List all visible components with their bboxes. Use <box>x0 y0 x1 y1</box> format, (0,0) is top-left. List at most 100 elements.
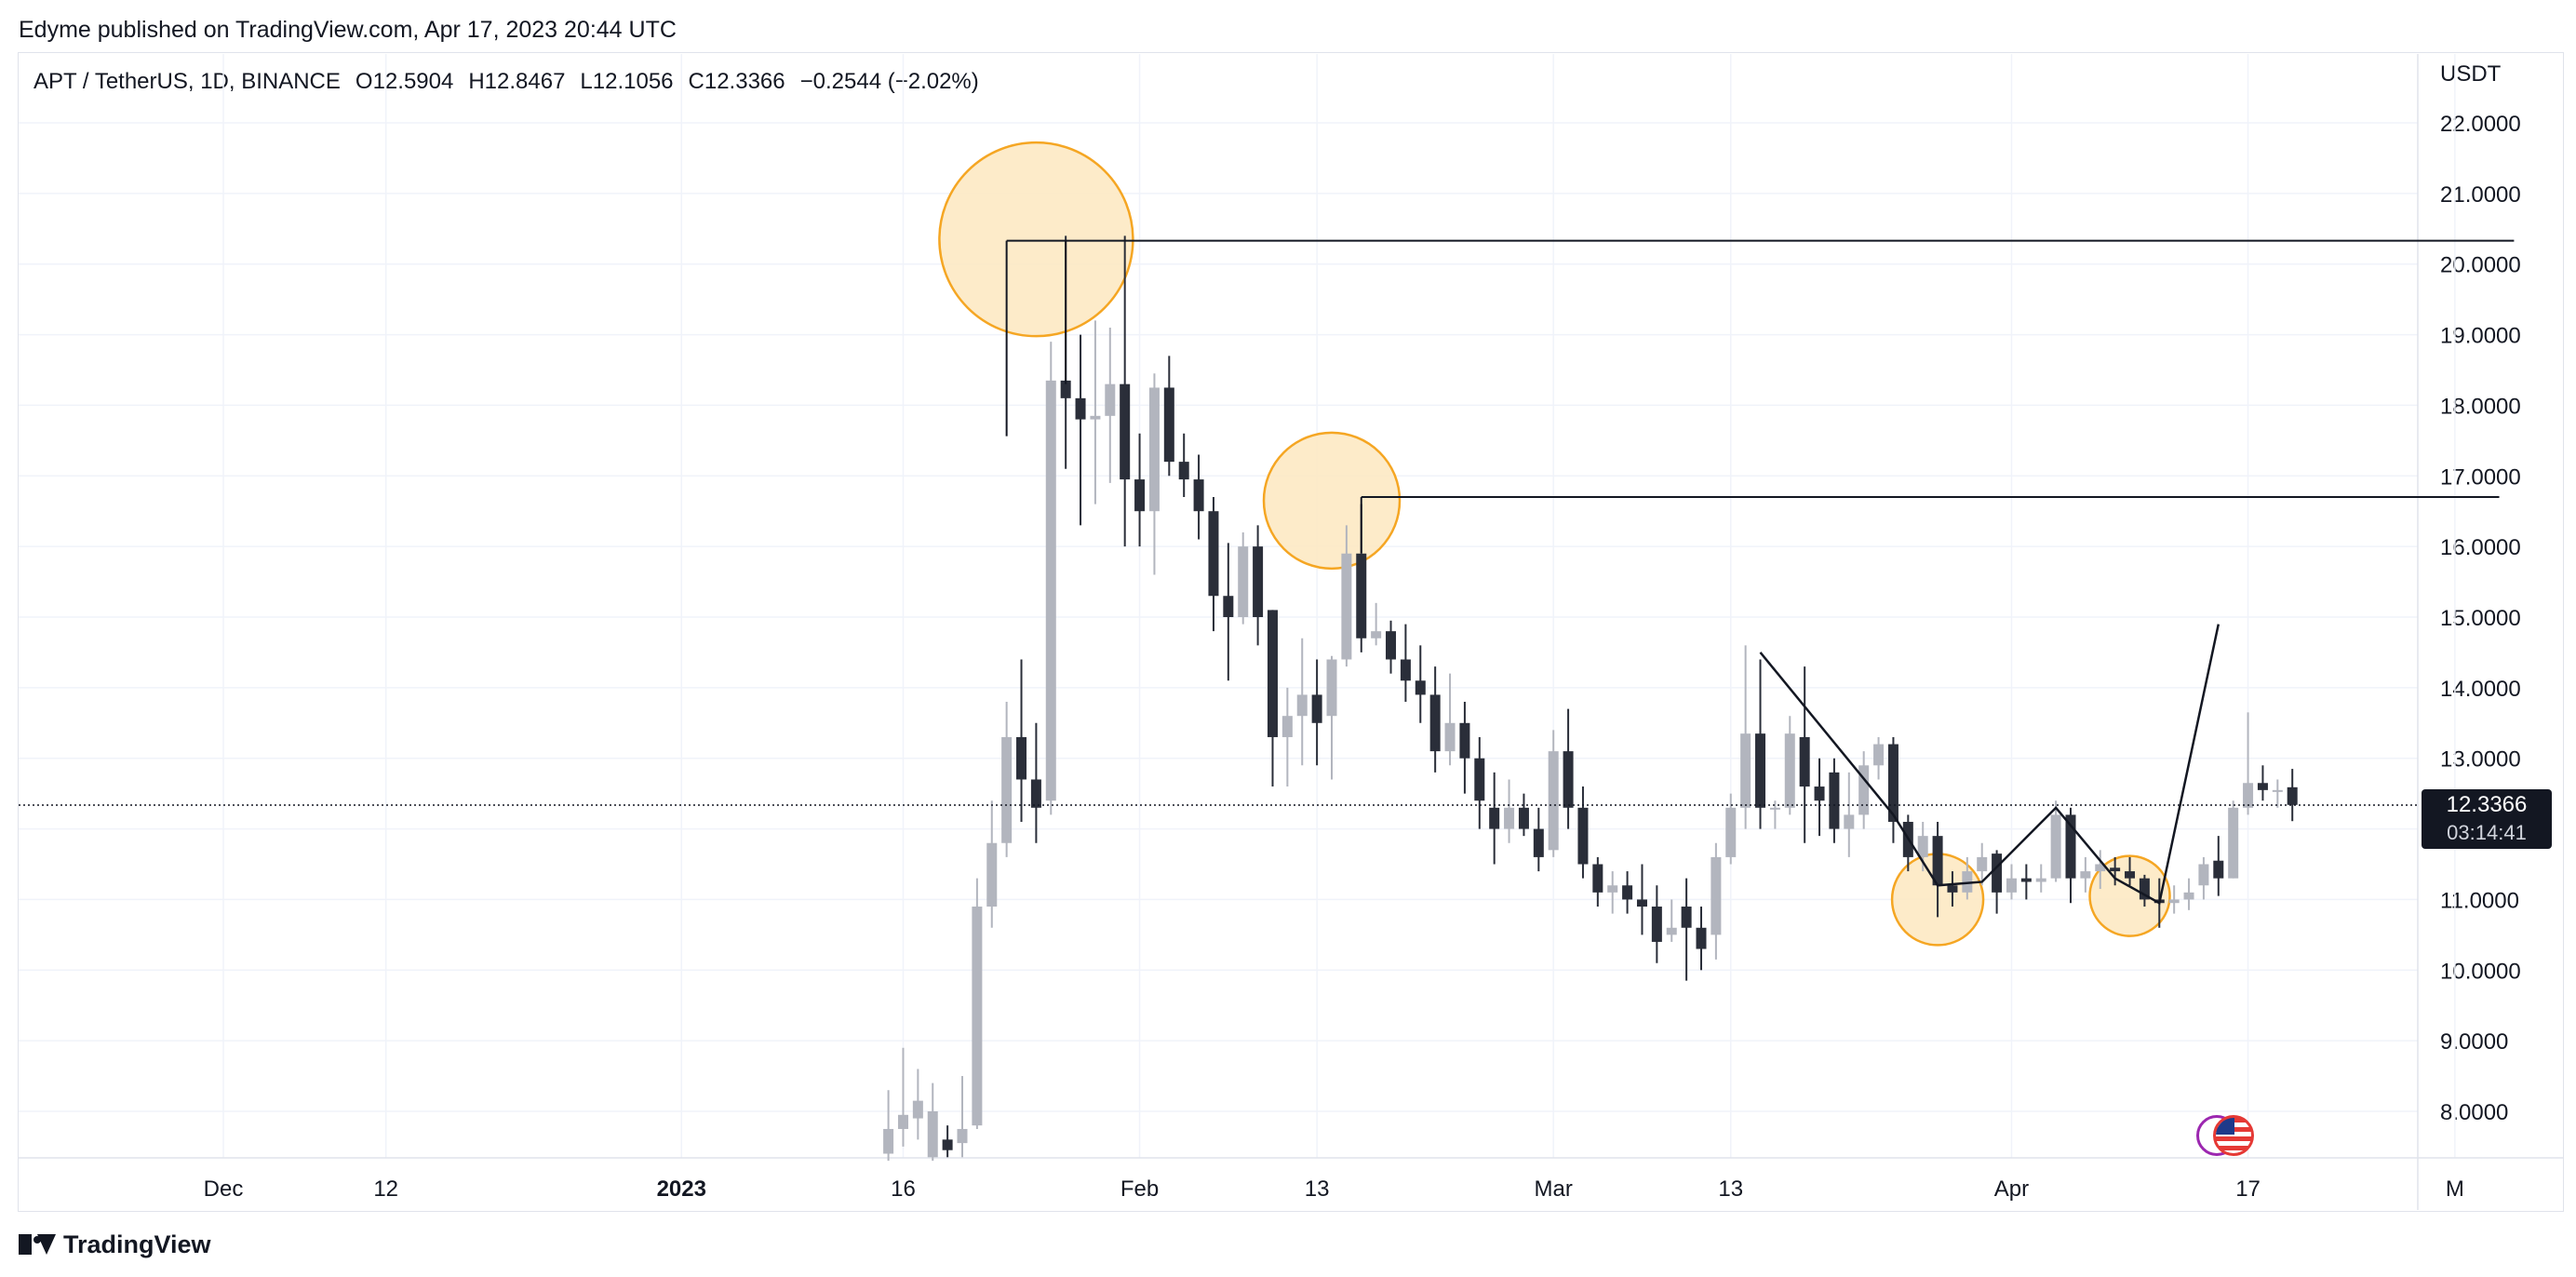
bar-countdown: 03:14:41 <box>2447 821 2527 844</box>
candle-body <box>1607 885 1618 893</box>
price-axis-unit: USDT <box>2440 61 2502 87</box>
trend-line <box>1892 624 2220 906</box>
candle-body <box>1873 744 1885 766</box>
candle-body <box>972 907 983 1126</box>
candle-body <box>912 1100 923 1119</box>
candle-body <box>2065 814 2076 879</box>
candle-body <box>2139 878 2150 900</box>
candle-body <box>1267 610 1278 737</box>
candle-body <box>1563 751 1574 808</box>
y-tick-label: 20.0000 <box>2440 253 2521 278</box>
tradingview-logo-text: TradingView <box>63 1230 211 1258</box>
candle-body <box>883 1128 894 1154</box>
publish-info: Edyme published on TradingView.com, Apr … <box>19 17 677 43</box>
candle-body <box>1799 736 1810 787</box>
y-tick-label: 8.0000 <box>2440 1100 2508 1125</box>
y-tick-label: 16.0000 <box>2440 535 2521 560</box>
trend-line <box>1759 652 1895 816</box>
x-tick-label: 13 <box>1305 1176 1330 1202</box>
candle-body <box>1681 907 1692 928</box>
x-tick-label: 13 <box>1718 1176 1743 1202</box>
candle-body <box>1326 659 1337 717</box>
legend-low: L12.1056 <box>580 69 674 94</box>
candle-body <box>1844 814 1855 829</box>
tradingview-logo[interactable]: TradingView <box>19 1230 211 1259</box>
candle-body <box>1045 380 1056 801</box>
x-tick-label: 12 <box>373 1176 398 1202</box>
candle-body <box>1977 856 1988 872</box>
candle-body <box>1622 885 1633 900</box>
candle-body <box>2050 814 2061 879</box>
candle-body <box>1932 836 1943 886</box>
candle-body <box>1134 479 1146 512</box>
y-tick-label: 15.0000 <box>2440 606 2521 631</box>
candle-body <box>1887 744 1898 822</box>
candle-body <box>1163 387 1174 463</box>
legend-high: H12.8467 <box>468 69 566 94</box>
candle-body <box>927 1111 938 1158</box>
candle-body <box>1651 907 1662 942</box>
candle-body <box>1371 631 1382 638</box>
candle-body <box>1060 380 1071 398</box>
y-tick-label: 11.0000 <box>2440 888 2519 913</box>
candle-body <box>1223 596 1234 617</box>
candle-body <box>1755 733 1766 808</box>
candle-body <box>1548 751 1559 851</box>
candle-body <box>1444 722 1456 752</box>
last-price-tag: 12.3366 03:14:41 <box>2422 789 2552 849</box>
candle-body <box>1341 553 1352 660</box>
highlight-circle <box>1262 431 1402 571</box>
candle-body <box>2213 860 2224 879</box>
candle-body <box>1105 383 1116 416</box>
candle-body <box>2287 786 2298 805</box>
candle-body <box>1711 856 1722 935</box>
candle-body <box>1814 786 1825 801</box>
y-tick-label: 22.0000 <box>2440 112 2521 137</box>
candle-body <box>1429 694 1441 752</box>
candle-body <box>2272 789 2283 792</box>
x-tick-label: 2023 <box>657 1176 706 1202</box>
candle-body <box>1356 553 1367 638</box>
candle-body <box>1400 659 1411 681</box>
candle-body <box>1016 736 1027 780</box>
candle-body <box>2198 864 2209 886</box>
candle-body <box>1474 758 1485 801</box>
highlight-circle <box>2088 854 2171 937</box>
candle-body <box>2080 871 2091 879</box>
candle-body <box>2183 892 2194 900</box>
candle-body <box>1296 694 1308 717</box>
candle-body <box>1311 694 1322 723</box>
y-tick-label: 19.0000 <box>2440 324 2521 349</box>
candle-body <box>1962 871 1973 893</box>
candle-body <box>897 1114 908 1129</box>
y-tick-label: 17.0000 <box>2440 464 2521 490</box>
candle-body <box>1636 899 1647 907</box>
x-tick-label: 17 <box>2235 1176 2261 1202</box>
candle-body <box>1001 736 1013 843</box>
candle-body <box>2035 878 2046 882</box>
candle-body <box>1090 415 1101 420</box>
candle-body <box>1696 927 1707 949</box>
candle-body <box>1769 807 1780 810</box>
candle-body <box>1666 927 1677 935</box>
tradingview-logo-icon <box>19 1233 56 1257</box>
last-price-value: 12.3366 <box>2446 792 2528 817</box>
legend-open: O12.5904 <box>355 69 454 94</box>
candle-body <box>1148 387 1160 512</box>
candle-body <box>2020 878 2032 882</box>
candle-body <box>1784 733 1795 808</box>
candle-body <box>1489 807 1500 829</box>
candle-body <box>1577 807 1589 865</box>
candle-body <box>1075 397 1086 420</box>
x-tick-label: Mar <box>1535 1176 1573 1202</box>
y-tick-label: 13.0000 <box>2440 747 2521 773</box>
chart-frame[interactable] <box>18 52 2564 1212</box>
x-tick-label: M <box>2446 1176 2464 1202</box>
candle-body <box>1917 836 1928 857</box>
candle-body <box>1030 779 1041 808</box>
us-flag-icon[interactable] <box>2213 1115 2254 1156</box>
candle-body <box>1518 807 1529 829</box>
y-tick-label: 18.0000 <box>2440 394 2521 419</box>
candle-body <box>1725 807 1737 857</box>
